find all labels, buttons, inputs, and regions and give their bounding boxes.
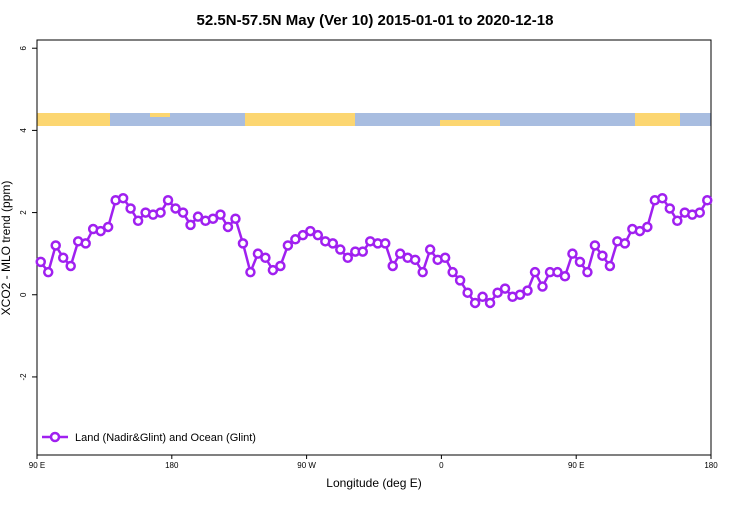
legend-marker: [49, 431, 61, 443]
data-point: [694, 207, 706, 218]
chart-title: 52.5N-57.5N May (Ver 10) 2015-01-01 to 2…: [197, 12, 554, 29]
data-point: [57, 252, 69, 264]
data-point: [492, 287, 503, 298]
data-point: [634, 225, 646, 237]
data-point: [252, 248, 264, 259]
data-point: [290, 234, 301, 245]
data-point: [117, 192, 129, 204]
data-point: [192, 211, 204, 222]
data-point: [335, 244, 346, 255]
data-point: [604, 260, 616, 272]
x-axis-label: Longitude (deg E): [326, 476, 421, 490]
data-point: [132, 215, 144, 227]
data-point: [469, 297, 481, 309]
data-point: [582, 266, 593, 278]
data-point: [312, 229, 324, 241]
data-point: [454, 275, 466, 286]
x-tick-label: 180: [165, 461, 179, 470]
data-point: [484, 297, 496, 309]
data-point: [342, 252, 354, 264]
data-point: [170, 203, 181, 214]
data-point: [327, 238, 339, 249]
data-point: [447, 266, 458, 278]
data-point: [574, 256, 586, 268]
data-point: [409, 254, 421, 266]
data-point: [379, 238, 391, 249]
x-tick-label: 90 W: [297, 461, 316, 470]
x-tick-label: 90 E: [568, 461, 584, 470]
data-point: [305, 225, 316, 237]
data-point: [499, 283, 511, 294]
x-tick-label: 90 E: [29, 461, 45, 470]
data-point: [417, 266, 428, 278]
data-point: [207, 213, 219, 224]
data-point: [642, 221, 653, 233]
data-point: [245, 266, 256, 278]
data-point: [50, 240, 61, 251]
data-point: [529, 266, 541, 278]
data-point: [230, 213, 241, 224]
data-point: [215, 209, 226, 220]
data-point: [260, 252, 271, 264]
data-point: [537, 281, 548, 292]
data-point: [282, 240, 294, 251]
data-point: [162, 194, 174, 206]
data-point: [177, 207, 189, 218]
data-point: [102, 221, 114, 233]
data-point: [514, 289, 526, 301]
data-point: [185, 219, 196, 231]
data-point: [125, 203, 136, 214]
data-point: [567, 248, 578, 259]
x-tick-label: 180: [704, 461, 718, 470]
data-point: [522, 285, 533, 296]
data-point: [394, 248, 406, 259]
data-point: [222, 221, 234, 233]
data-point: [297, 229, 309, 241]
x-tick-label: 0: [439, 461, 444, 470]
data-point: [619, 238, 631, 249]
data-point: [597, 250, 608, 261]
data-point: [672, 215, 683, 227]
data-point: [65, 260, 76, 272]
data-point: [80, 238, 91, 249]
legend-label: Land (Nadir&Glint) and Ocean (Glint): [75, 432, 256, 444]
data-point: [95, 225, 106, 237]
y-tick-label: 6: [19, 45, 28, 50]
data-point: [664, 203, 676, 214]
data-point: [552, 266, 563, 278]
data-point: [42, 266, 54, 278]
data-point: [155, 207, 166, 218]
y-axis-label: XCO2 - MLO trend (ppm): [0, 181, 13, 316]
data-point: [35, 256, 46, 268]
data-point: [237, 238, 249, 249]
data-point: [702, 194, 713, 206]
data-point: [357, 246, 369, 257]
data-point: [387, 260, 398, 272]
data-point: [275, 260, 286, 272]
y-tick-label: -2: [19, 373, 28, 381]
data-point: [462, 287, 473, 298]
data-point: [439, 252, 451, 264]
data-point: [559, 271, 571, 282]
data-point: [267, 264, 279, 276]
data-point: [424, 244, 436, 255]
data-point: [477, 291, 488, 303]
y-tick-label: 0: [19, 292, 28, 297]
data-point: [589, 240, 601, 251]
map-strip: [37, 113, 711, 126]
plot-frame: [36, 39, 712, 456]
y-tick-label: 2: [19, 210, 28, 215]
y-tick-label: 4: [19, 128, 28, 133]
data-point: [657, 192, 668, 204]
